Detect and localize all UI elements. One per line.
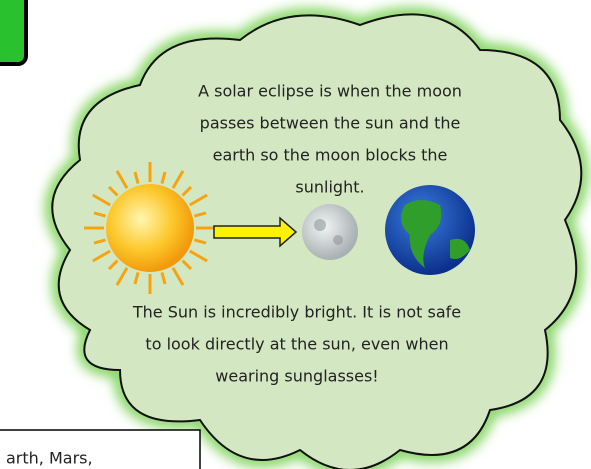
text-line: sunlight.	[295, 178, 364, 197]
earth	[385, 185, 475, 275]
text-line: earth so the moon blocks the	[213, 146, 448, 165]
moon	[302, 204, 358, 260]
text-line: The Sun is incredibly bright. It is not …	[132, 303, 461, 322]
text-line: wearing sunglasses!	[215, 367, 378, 386]
text-line: passes between the sun and the	[200, 114, 461, 133]
side-box-text: arth, Mars,	[6, 449, 93, 468]
text-line: A solar eclipse is when the moon	[198, 82, 462, 101]
slide: A solar eclipse is when the moon passes b…	[0, 0, 591, 469]
text-line: to look directly at the sun, even when	[145, 335, 448, 354]
corner-tab	[0, 0, 26, 64]
